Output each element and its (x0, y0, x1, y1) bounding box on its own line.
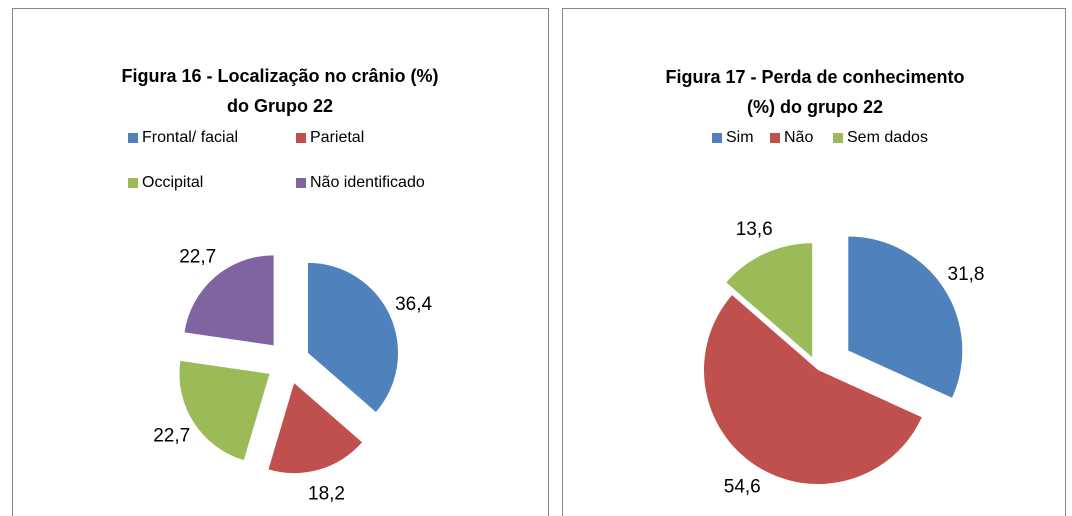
pie-slice (179, 360, 270, 461)
data-label: 18,2 (308, 484, 345, 505)
data-label: 36,4 (395, 294, 432, 315)
legend-swatch (296, 178, 306, 188)
pie-slice (704, 295, 922, 484)
legend-swatch (712, 133, 722, 143)
legend-label: Não (784, 129, 813, 146)
data-label: 22,7 (153, 425, 190, 446)
data-label: 31,8 (948, 264, 985, 285)
legend-label: Frontal/ facial (142, 129, 238, 146)
chart-title: Figura 17 - Perda de conhecimento (665, 67, 964, 87)
legend-swatch (296, 133, 306, 143)
legend-label: Occipital (142, 174, 203, 191)
chart-title: (%) do grupo 22 (747, 97, 883, 117)
legend-swatch (770, 133, 780, 143)
chart-title: do Grupo 22 (227, 96, 333, 116)
data-label: 13,6 (736, 219, 773, 240)
pie-slice (308, 262, 399, 412)
pie-slice (184, 255, 274, 346)
chart-title: Figura 16 - Localização no crânio (%) (121, 66, 438, 86)
legend-label: Não identificado (310, 174, 425, 191)
pie-slice (726, 243, 813, 358)
legend-swatch (128, 133, 138, 143)
data-label: 22,7 (179, 247, 216, 268)
pie-slice (268, 383, 363, 474)
legend-swatch (128, 178, 138, 188)
data-label: 54,6 (724, 477, 761, 498)
legend-swatch (833, 133, 843, 143)
legend-label: Sim (726, 129, 754, 146)
legend-label: Sem dados (847, 129, 928, 146)
legend-label: Parietal (310, 129, 364, 146)
pie-slice (848, 236, 963, 398)
